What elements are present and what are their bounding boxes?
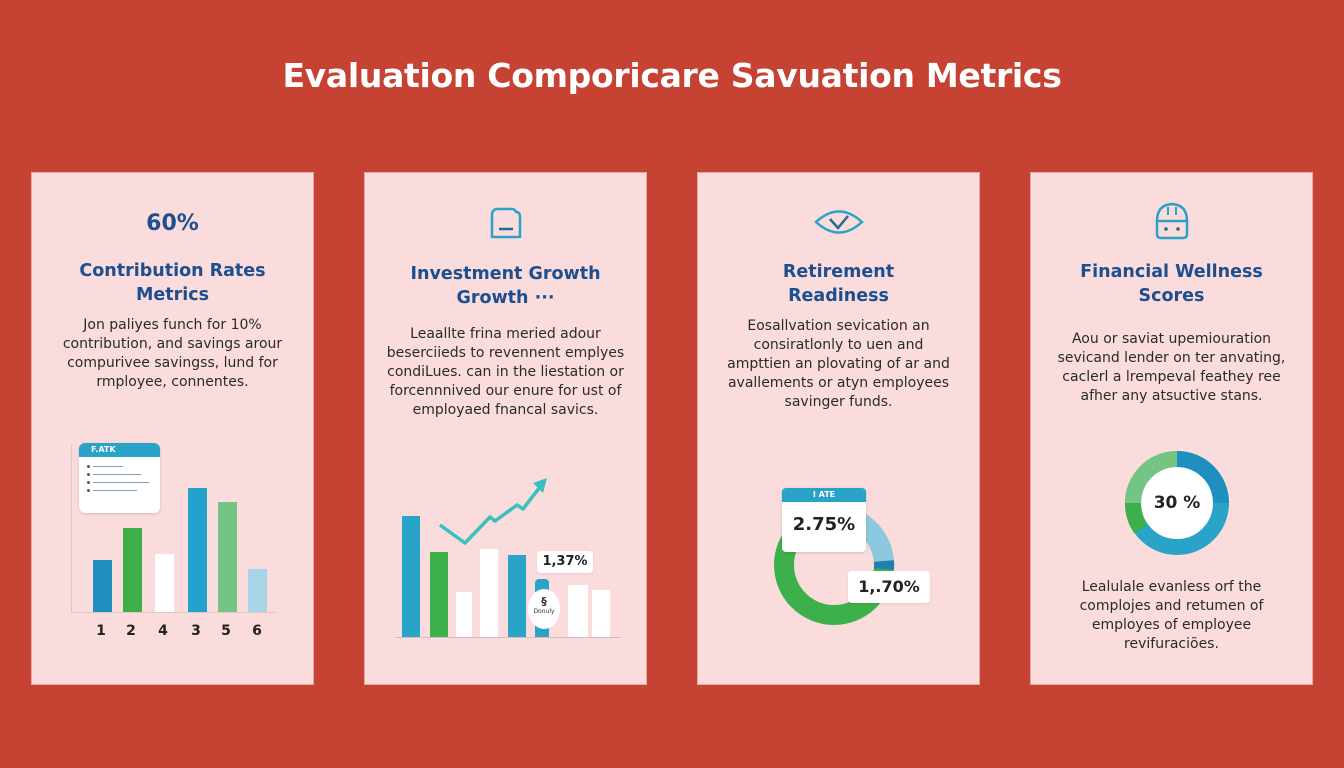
note-header: F.ATK [79, 443, 160, 457]
bar-4 [155, 554, 174, 612]
x-tick: 3 [191, 623, 201, 639]
heading-line: Financial Wellness [1080, 262, 1263, 282]
note-line [93, 482, 149, 483]
note-line [93, 466, 123, 467]
stat-value: 60% [146, 211, 199, 236]
badge-label: Donuly [533, 608, 555, 615]
desc-line: sevicand lender on ter anvating, [1057, 350, 1286, 366]
desc-line: Leaallte frina meried adour [410, 326, 601, 342]
value-card-primary: I ATE 2.75% [782, 488, 866, 552]
helmet-icon [1152, 201, 1192, 241]
card-heading: Investment Growth Growth ··· [365, 262, 646, 310]
x-tick: 4 [158, 623, 168, 639]
x-tick: 1 [96, 623, 106, 639]
desc-line: caclerl a lrempeval feathey ree [1062, 369, 1281, 385]
bar [568, 585, 588, 637]
x-tick: 2 [126, 623, 136, 639]
currency-icon: § [541, 595, 547, 608]
note-header: I ATE [782, 488, 866, 502]
value-primary: 2.75% [792, 514, 856, 535]
desc-line: contribution, and savings arour [62, 336, 283, 352]
bullet [87, 481, 90, 484]
card-footer-text: Lealulale evanless orf the complojes and… [1041, 578, 1302, 654]
desc-line: avallements or atyn employees [727, 375, 950, 391]
desc-line: consiratlonly to uen and [753, 337, 924, 353]
desc-line: rmployee, connentes. [96, 374, 249, 390]
legend-note: F.ATK [79, 443, 160, 513]
desc-line: forcennnived our enure for ust of [389, 383, 622, 399]
eye-check-icon [813, 207, 865, 237]
card-heading: Financial Wellness Scores [1031, 260, 1312, 308]
heading-line: Scores [1138, 286, 1205, 306]
footer-line: revifuraciões. [1124, 636, 1219, 652]
footer-line: Lealulale evanless orf the [1081, 579, 1262, 595]
desc-line: Jon paliyes funch for 10% [83, 317, 262, 333]
bar-chart-contribution: F.ATK [68, 435, 278, 615]
bullet [87, 489, 90, 492]
bar [592, 590, 610, 637]
heading-line: Growth ··· [456, 288, 555, 308]
desc-line: afher any atsuctive stans. [1080, 388, 1263, 404]
x-tick: 6 [252, 623, 262, 639]
card-description: Eosallvation sevication an consiratlonly… [708, 317, 969, 412]
x-axis [71, 612, 276, 613]
money-bag-badge: § Donuly [528, 589, 560, 629]
heading-line: Metrics [135, 285, 210, 305]
bar-2 [123, 528, 142, 612]
bar [480, 549, 498, 637]
bar [456, 592, 472, 637]
desc-line: beserciieds to revennent emplyes [386, 345, 625, 361]
desc-line: ampttien an plovating of ar and [727, 356, 950, 372]
desc-line: savinger funds. [784, 394, 893, 410]
card-contribution-rates: 60% Contribution Rates Metrics Jon paliy… [32, 173, 313, 684]
x-axis [395, 637, 621, 638]
donut-chart-retirement: I ATE 2.75% 1,.70% [772, 488, 932, 631]
note-line [93, 474, 141, 475]
desc-line: compurivee savingss, lund for [67, 355, 278, 371]
bar [430, 552, 448, 637]
x-tick: 5 [221, 623, 231, 639]
footer-line: employes of employee [1091, 617, 1252, 633]
bullet [87, 465, 90, 468]
card-description: Leaallte frina meried adour beserciieds … [375, 325, 636, 420]
donut-chart-wellness: 30 % [1123, 449, 1231, 557]
card-heading: Contribution Rates Metrics [32, 259, 313, 307]
card-retirement-readiness: Retirement Readiness Eosallvation sevica… [698, 173, 979, 684]
donut-center-value: 30 % [1153, 493, 1201, 513]
card-financial-wellness: Financial Wellness Scores Aou or saviat … [1031, 173, 1312, 684]
page-title: Evaluation Comporicare Savuation Metrics [282, 56, 1062, 95]
heading-line: Investment Growth [410, 264, 601, 284]
footer-line: complojes and retumen of [1079, 598, 1264, 614]
document-icon [486, 203, 526, 243]
card-description: Jon paliyes funch for 10% contribution, … [42, 316, 303, 392]
card-description: Aou or saviat upemiouration sevicand len… [1041, 330, 1302, 406]
bar-chart-investment: 1,37% § Donuly [395, 473, 625, 639]
desc-line: Eosallvation sevication an [747, 318, 930, 334]
heading-line: Readiness [788, 286, 889, 306]
trend-arrow-icon [438, 478, 547, 545]
card-heading: Retirement Readiness [698, 260, 979, 308]
heading-line: Contribution Rates [79, 261, 266, 281]
card-investment-growth: Investment Growth Growth ··· Leaallte fr… [365, 173, 646, 684]
desc-line: condiLues. can in the liestation or [387, 364, 624, 380]
desc-line: Aou or saviat upemiouration [1071, 331, 1272, 347]
bar-5 [218, 502, 237, 612]
bar-3 [188, 488, 207, 612]
bullet [87, 473, 90, 476]
bar-1 [93, 560, 112, 612]
desc-line: employaed fnancal savics. [412, 402, 599, 418]
bar-6 [248, 569, 267, 612]
heading-line: Retirement [782, 262, 895, 282]
callout-value: 1,37% [537, 551, 593, 573]
bar [402, 516, 420, 637]
y-axis [71, 445, 72, 612]
note-line [93, 490, 137, 491]
value-secondary: 1,.70% [848, 571, 930, 603]
bar [508, 555, 526, 637]
